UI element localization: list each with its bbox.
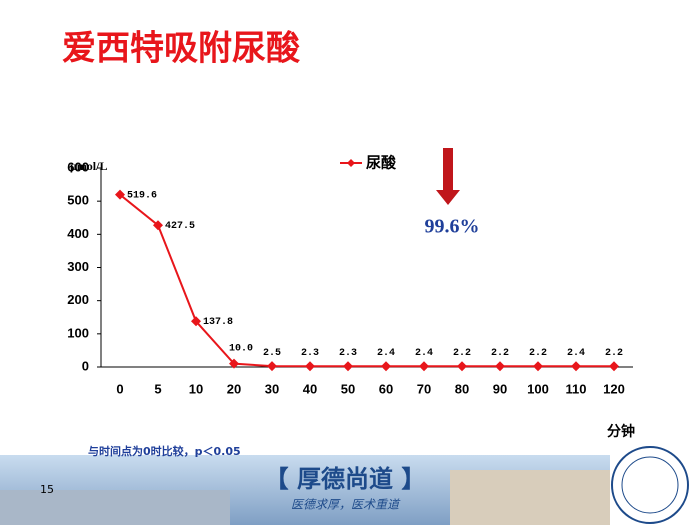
value-label: 10.0	[229, 343, 253, 354]
point	[457, 361, 467, 372]
x-tick-label: 90	[493, 381, 507, 396]
value-label: 137.8	[203, 317, 233, 328]
value-label: 2.2	[491, 348, 509, 359]
value-label: 2.5	[263, 348, 281, 359]
value-label: 2.2	[605, 348, 623, 359]
x-tick-label: 70	[417, 381, 431, 396]
point	[343, 361, 353, 372]
value-label: 519.6	[127, 190, 157, 201]
point	[419, 361, 429, 372]
x-tick-label: 40	[303, 381, 317, 396]
y-unit: μmol/L	[70, 159, 107, 173]
value-label: 2.4	[567, 348, 585, 359]
value-label: 2.4	[415, 348, 433, 359]
x-axis-label: 分钟	[607, 423, 635, 440]
y-tick-label: 0	[82, 358, 89, 373]
x-tick-label: 10	[189, 381, 203, 396]
point	[305, 361, 315, 372]
value-label: 2.2	[453, 348, 471, 359]
page-number: 15	[40, 483, 54, 496]
logo	[621, 456, 679, 514]
y-tick-label: 100	[67, 325, 89, 340]
point	[533, 361, 543, 372]
y-tick-label: 200	[67, 292, 89, 307]
x-tick-label: 20	[227, 381, 241, 396]
x-tick-label: 30	[265, 381, 279, 396]
footnote: 与时间点为0时比较，p＜0.05	[88, 444, 241, 458]
x-tick-label: 80	[455, 381, 469, 396]
x-tick-label: 60	[379, 381, 393, 396]
legend-marker	[347, 159, 355, 167]
y-tick-label: 500	[67, 193, 89, 208]
annotation: 99.6%	[425, 216, 480, 238]
point	[153, 220, 163, 231]
building	[0, 490, 230, 525]
value-label: 2.2	[529, 348, 547, 359]
building	[450, 470, 610, 525]
point	[381, 361, 391, 372]
banner-motto: 【 厚德尚道 】	[265, 465, 426, 493]
point	[229, 358, 239, 369]
logo	[611, 446, 689, 524]
y-tick-label: 600	[67, 159, 89, 174]
x-tick-label: 5	[154, 381, 161, 396]
value-label: 2.4	[377, 348, 395, 359]
point	[115, 189, 125, 200]
point	[571, 361, 581, 372]
value-label: 2.3	[339, 348, 357, 359]
point	[191, 316, 201, 327]
legend-label: 尿酸	[366, 154, 397, 172]
arrow	[436, 148, 460, 205]
banner-slogan: 医德求厚，医术重道	[291, 498, 401, 512]
series-line	[119, 193, 615, 368]
point	[495, 361, 505, 372]
x-tick-label: 0	[116, 381, 123, 396]
point	[267, 361, 277, 372]
point	[609, 361, 619, 372]
x-tick-label: 110	[566, 381, 587, 396]
value-label: 427.5	[165, 221, 195, 232]
slide-title: 爱西特吸附尿酸	[62, 29, 301, 69]
x-tick-label: 50	[341, 381, 355, 396]
y-tick-label: 400	[67, 226, 89, 241]
y-tick-label: 300	[67, 259, 89, 274]
x-tick-label: 100	[527, 381, 549, 396]
value-label: 2.3	[301, 348, 319, 359]
x-tick-label: 120	[603, 381, 625, 396]
